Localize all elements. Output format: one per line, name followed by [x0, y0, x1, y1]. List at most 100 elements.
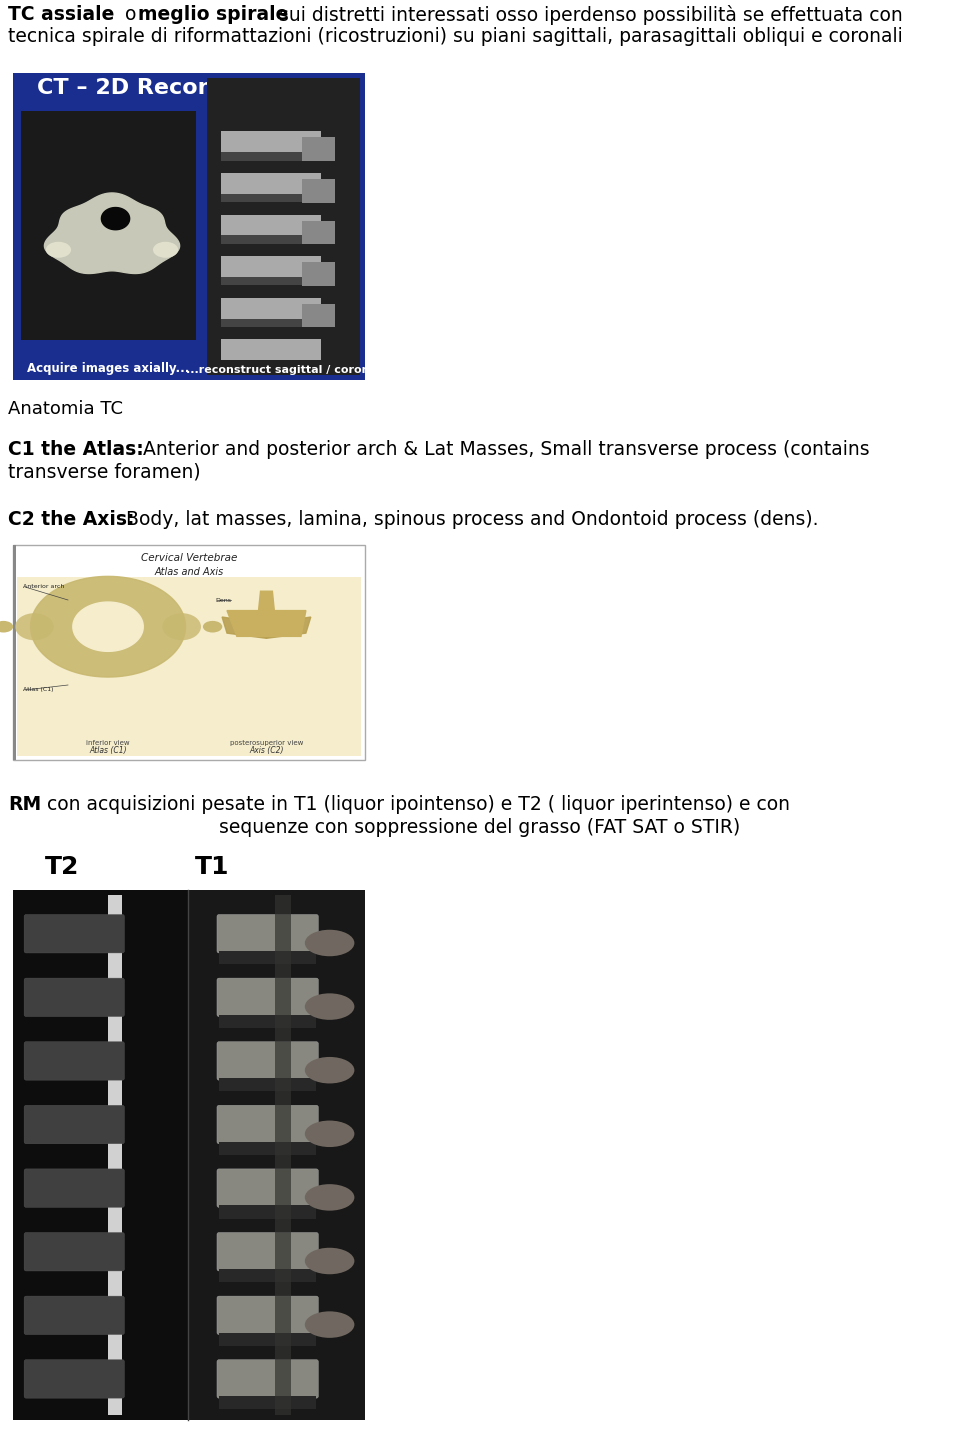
Text: tecnica spirale di riformattazioni (ricostruzioni) su piani sagittali, parasagit: tecnica spirale di riformattazioni (rico… [8, 27, 902, 46]
Text: Acquire images axially...: Acquire images axially... [27, 362, 190, 375]
Text: Axis (C2): Axis (C2) [250, 746, 284, 756]
Bar [275, 894, 291, 1415]
Bar [301, 220, 335, 245]
Text: Dens: Dens [215, 598, 231, 602]
Text: Body, lat masses, lamina, spinous process and Ondontoid process (dens).: Body, lat masses, lamina, spinous proces… [126, 509, 819, 529]
Polygon shape [222, 617, 267, 638]
Bar [301, 262, 335, 286]
Ellipse shape [305, 930, 354, 956]
FancyBboxPatch shape [217, 1296, 319, 1335]
Text: sequenze con soppressione del grasso (FAT SAT o STIR): sequenze con soppressione del grasso (FA… [220, 819, 740, 837]
Text: Cervical Vertebrae: Cervical Vertebrae [141, 552, 237, 562]
FancyBboxPatch shape [24, 979, 125, 1016]
Bar [219, 1269, 317, 1282]
Polygon shape [258, 591, 275, 611]
Ellipse shape [162, 612, 201, 640]
Bar [219, 1078, 317, 1092]
Bar [221, 173, 321, 193]
Bar [221, 193, 321, 202]
FancyBboxPatch shape [24, 1169, 125, 1208]
Bar [219, 1397, 317, 1410]
Ellipse shape [305, 1311, 354, 1338]
Ellipse shape [305, 993, 354, 1020]
Bar [13, 545, 365, 760]
Text: o: o [113, 4, 149, 24]
Text: TC assiale: TC assiale [8, 4, 114, 24]
FancyBboxPatch shape [217, 1105, 319, 1143]
Bar [221, 298, 321, 319]
Text: C2 the Axis:: C2 the Axis: [8, 509, 134, 529]
Bar [301, 303, 335, 328]
FancyBboxPatch shape [217, 1359, 319, 1398]
FancyBboxPatch shape [24, 1359, 125, 1398]
Ellipse shape [305, 1248, 354, 1274]
FancyBboxPatch shape [217, 1169, 319, 1208]
FancyBboxPatch shape [24, 914, 125, 953]
Bar [13, 545, 16, 760]
FancyBboxPatch shape [24, 1042, 125, 1080]
Bar [188, 890, 365, 1420]
Text: con acquisizioni pesate in T1 (liquor ipointenso) e T2 ( liquor iperintenso) e c: con acquisizioni pesate in T1 (liquor ip… [41, 796, 790, 814]
Bar [219, 1205, 317, 1219]
Polygon shape [102, 207, 130, 230]
Text: ...reconstruct sagittal / coronal: ...reconstruct sagittal / coronal [186, 365, 381, 375]
Text: T2: T2 [45, 854, 80, 879]
Bar [219, 952, 317, 964]
Bar [108, 894, 122, 1415]
Text: meglio spirale: meglio spirale [138, 4, 288, 24]
Bar [301, 179, 335, 203]
Text: Atlas (C1): Atlas (C1) [23, 687, 54, 693]
Text: transverse foramen): transverse foramen) [8, 462, 201, 481]
FancyBboxPatch shape [217, 914, 319, 953]
Ellipse shape [153, 242, 179, 258]
Polygon shape [44, 193, 180, 273]
Bar [221, 339, 321, 361]
Bar [219, 1142, 317, 1155]
Text: sui distretti interessati osso iperdenso possibilità se effettuata con: sui distretti interessati osso iperdenso… [273, 4, 902, 24]
FancyBboxPatch shape [24, 1232, 125, 1271]
Text: CT – 2D Reconstructions: CT – 2D Reconstructions [37, 79, 341, 97]
Text: RM: RM [8, 796, 41, 814]
Ellipse shape [305, 1183, 354, 1211]
Text: inferior view: inferior view [86, 740, 130, 746]
Bar [221, 236, 321, 243]
Text: Atlas and Axis: Atlas and Axis [155, 567, 224, 577]
Polygon shape [267, 617, 311, 638]
Polygon shape [73, 602, 143, 651]
Polygon shape [31, 577, 185, 677]
FancyBboxPatch shape [217, 1042, 319, 1080]
Text: C1 the Atlas:: C1 the Atlas: [8, 439, 144, 459]
Bar [301, 137, 335, 162]
Bar [221, 215, 321, 236]
Bar [17, 577, 361, 756]
Ellipse shape [305, 1058, 354, 1083]
Bar [21, 112, 196, 341]
Bar [221, 152, 321, 160]
Bar [21, 112, 196, 341]
FancyBboxPatch shape [24, 1105, 125, 1143]
Bar [221, 278, 321, 285]
Bar [13, 73, 365, 381]
FancyBboxPatch shape [217, 1232, 319, 1271]
Ellipse shape [203, 621, 223, 633]
Text: Atlas (C1): Atlas (C1) [89, 746, 127, 756]
FancyBboxPatch shape [24, 1296, 125, 1335]
Ellipse shape [15, 612, 54, 640]
Text: posterosuperior view: posterosuperior view [229, 740, 303, 746]
Polygon shape [227, 611, 306, 637]
Bar [221, 132, 321, 152]
FancyBboxPatch shape [217, 979, 319, 1016]
Bar [219, 1015, 317, 1027]
Text: Anterior arch: Anterior arch [23, 584, 64, 590]
Text: Anterior and posterior arch & Lat Masses, Small transverse process (contains: Anterior and posterior arch & Lat Masses… [143, 439, 870, 459]
Bar [221, 319, 321, 326]
Ellipse shape [305, 1120, 354, 1148]
Bar [206, 79, 360, 375]
Bar [221, 256, 321, 278]
Text: Anatomia TC: Anatomia TC [8, 401, 123, 418]
Ellipse shape [0, 621, 13, 633]
Ellipse shape [46, 242, 71, 258]
Text: T1: T1 [195, 854, 229, 879]
Bar [13, 890, 365, 1420]
Bar [219, 1332, 317, 1345]
